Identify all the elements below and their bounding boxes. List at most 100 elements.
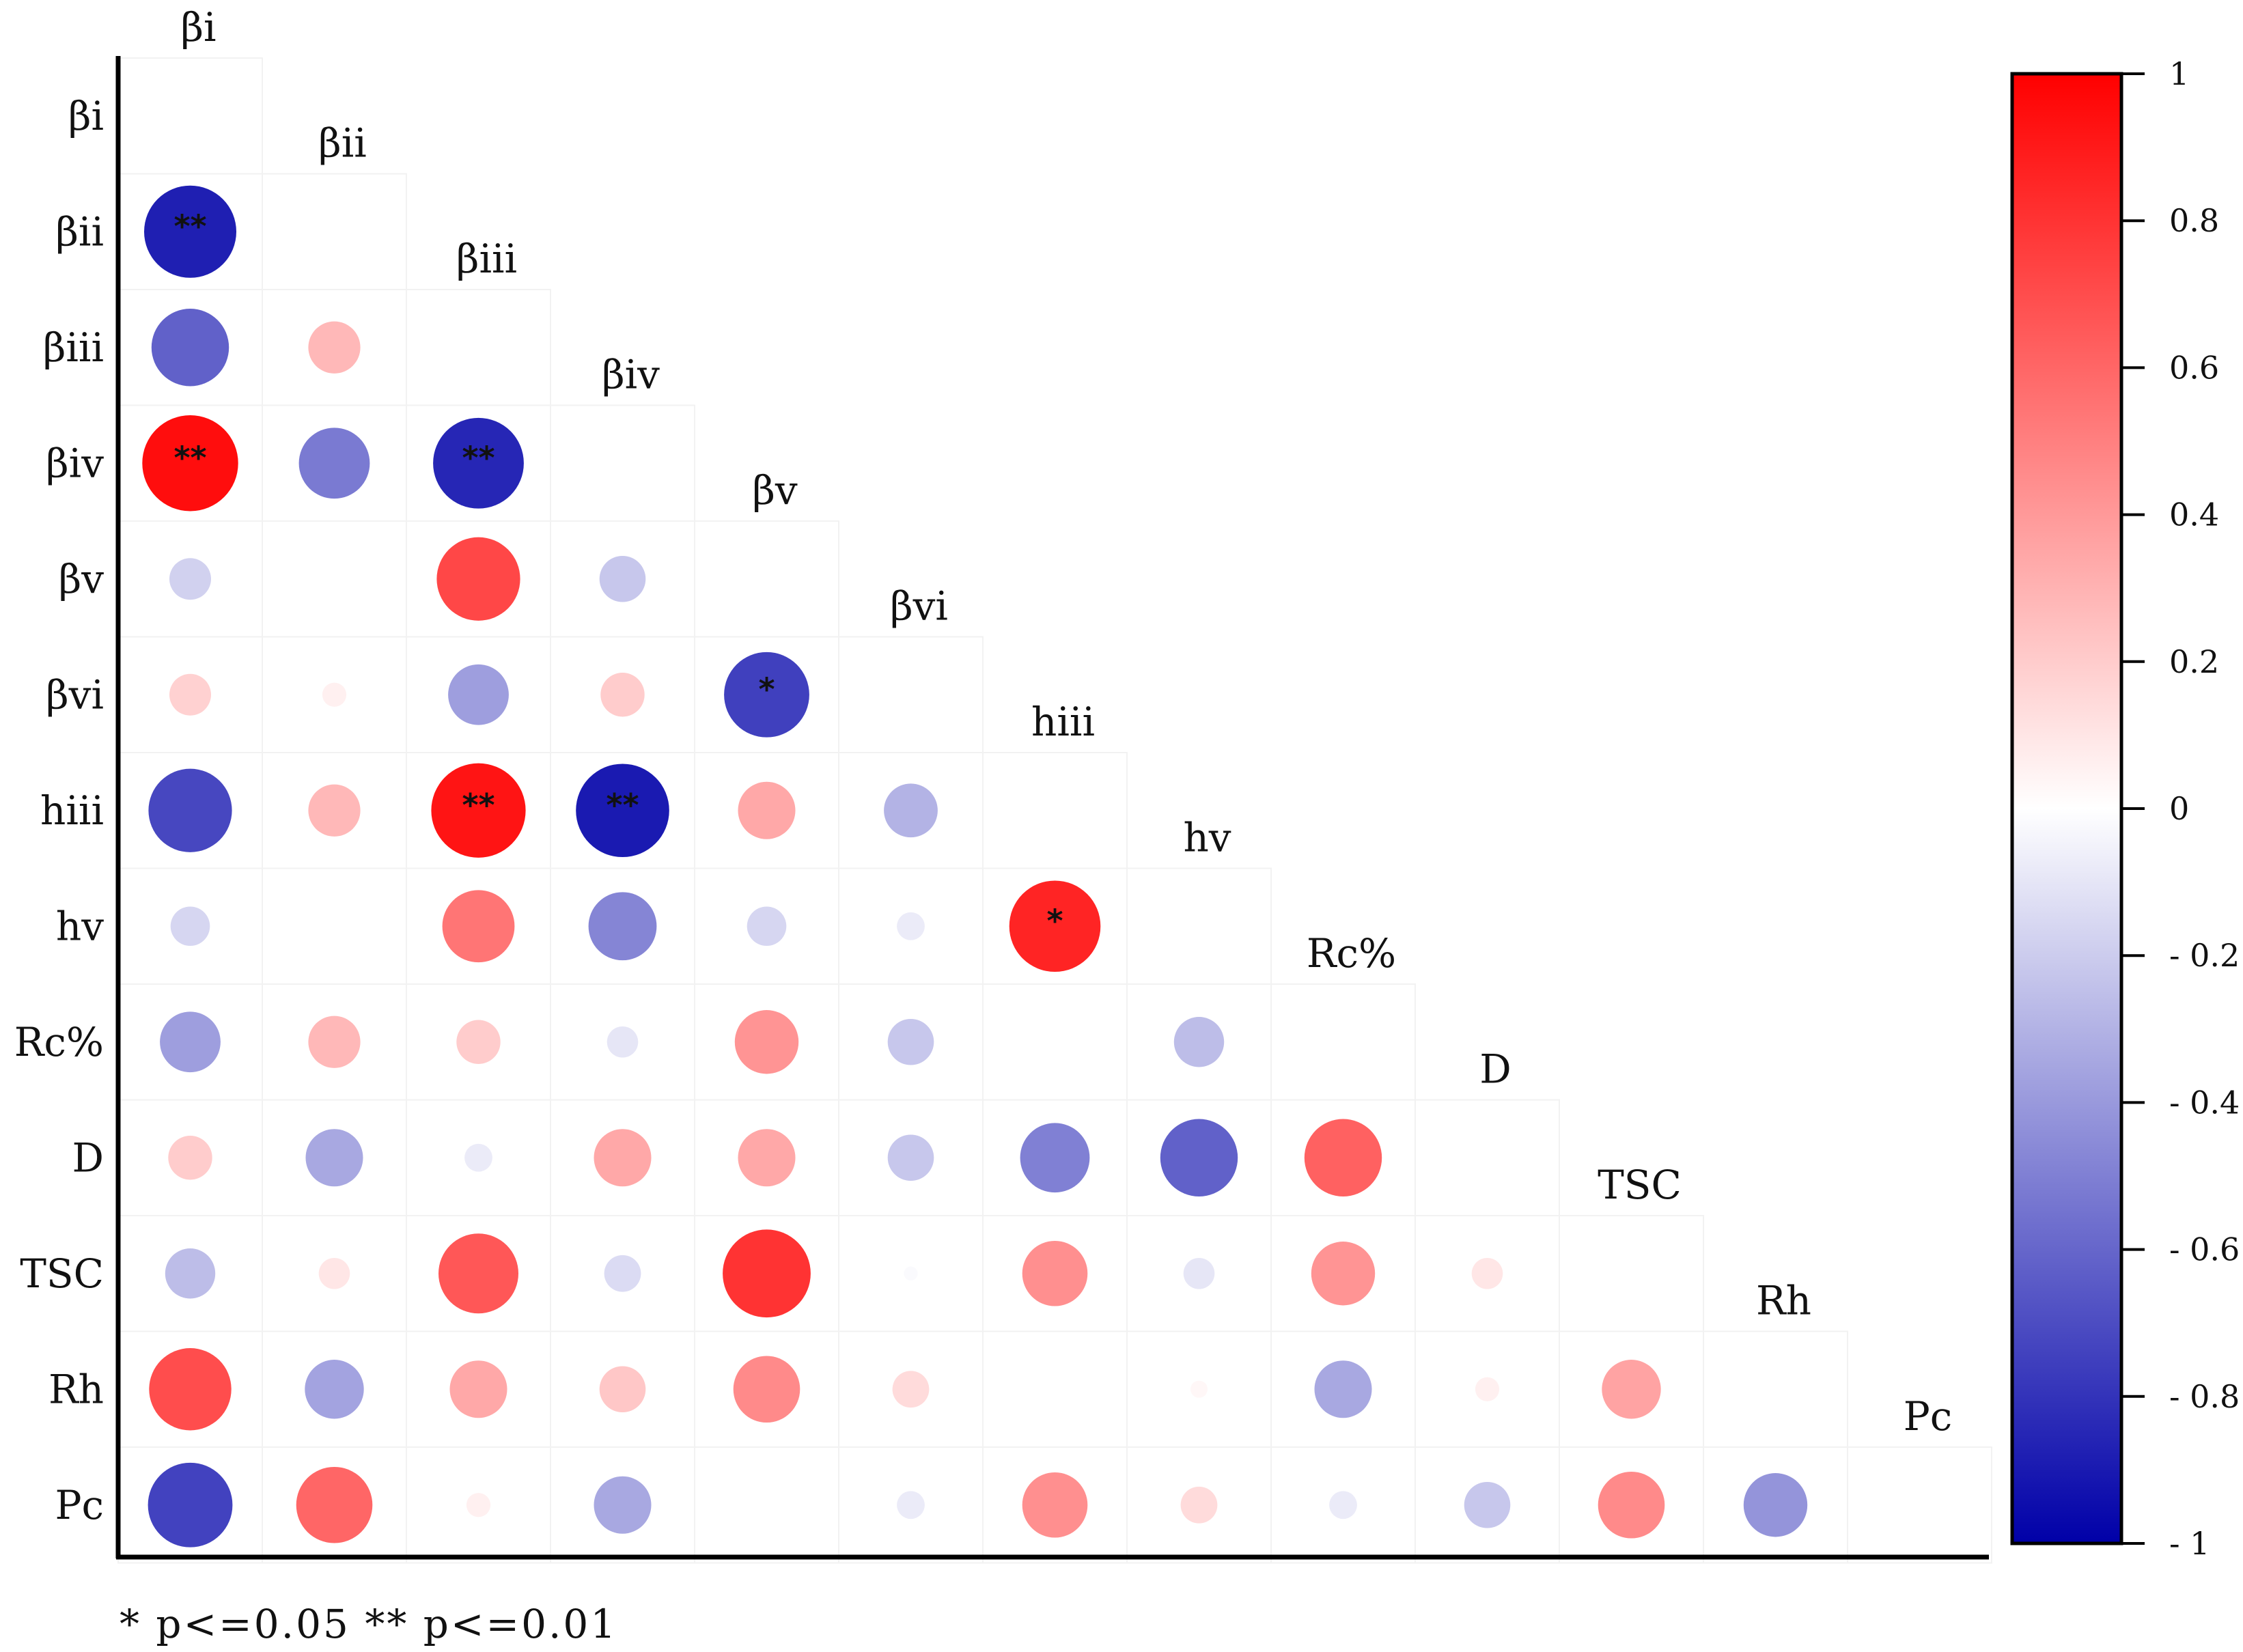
row-label: hv bbox=[56, 903, 104, 949]
corr-circle-Pc-hv bbox=[1180, 1486, 1218, 1524]
row-label: βv bbox=[59, 556, 105, 602]
corr-circle-Rc%-hv bbox=[1173, 1017, 1225, 1067]
corr-circle-hv-βi bbox=[170, 906, 210, 947]
colorbar-tick-label: - 0.2 bbox=[2169, 937, 2240, 974]
corr-circle-hv-βvi bbox=[897, 912, 925, 940]
row-label: D bbox=[72, 1134, 104, 1181]
row-label: βiv bbox=[46, 440, 104, 486]
corr-circle-Rh-βiv bbox=[599, 1366, 646, 1413]
corr-circle-βiv-βii bbox=[298, 428, 370, 499]
column-label: βvi bbox=[890, 583, 948, 630]
corr-circle-hiii-βvi bbox=[884, 783, 938, 838]
colorbar-tick-label: 0.4 bbox=[2169, 496, 2219, 533]
axes bbox=[115, 56, 1989, 1560]
column-label: βv bbox=[752, 467, 798, 514]
corr-circle-Rc%-βii bbox=[308, 1016, 361, 1068]
grid-cell bbox=[262, 173, 407, 290]
grid-cell bbox=[117, 57, 263, 175]
colorbar-tick-label: 0.6 bbox=[2169, 349, 2219, 386]
corr-circle-TSC-βvi bbox=[904, 1266, 918, 1280]
corr-circle-βvi-βv bbox=[724, 652, 809, 738]
colorbar-tick-label: 1 bbox=[2169, 55, 2189, 92]
corr-circle-βiii-βi bbox=[151, 309, 229, 387]
grid-cell bbox=[1270, 983, 1416, 1101]
grid-cell bbox=[694, 1446, 839, 1564]
significance-mark: ** bbox=[606, 787, 639, 824]
grid-cell bbox=[262, 867, 407, 985]
grid-cell bbox=[1126, 867, 1272, 985]
grid-cell bbox=[982, 983, 1128, 1101]
corr-circle-hv-βiv bbox=[588, 892, 657, 961]
corr-circle-hv-βiii bbox=[442, 890, 515, 963]
corr-circle-hiii-βiii bbox=[431, 763, 526, 858]
column-label: Rh bbox=[1756, 1278, 1811, 1324]
corr-circle-Pc-βvi bbox=[897, 1491, 925, 1520]
grid-cell bbox=[982, 1330, 1128, 1448]
grid-cell bbox=[982, 752, 1128, 869]
corr-circle-Pc-βiv bbox=[594, 1476, 652, 1534]
grid-cell bbox=[694, 520, 839, 638]
corr-circle-βiv-βiii bbox=[433, 417, 524, 509]
corr-circle-Pc-D bbox=[1464, 1481, 1511, 1528]
corr-circle-D-βi bbox=[168, 1136, 212, 1180]
corr-circle-Pc-hiii bbox=[1022, 1472, 1088, 1538]
significance-mark: ** bbox=[173, 208, 206, 244]
corr-circle-Pc-βi bbox=[148, 1462, 233, 1548]
corr-circle-TSC-hv bbox=[1183, 1257, 1215, 1289]
corr-circle-Rc%-βiv bbox=[607, 1026, 639, 1058]
significance-mark: * bbox=[758, 671, 775, 708]
corr-circle-D-Rc% bbox=[1304, 1119, 1382, 1196]
corr-circle-hv-hiii bbox=[1009, 880, 1101, 972]
corr-circle-Rc%-βi bbox=[160, 1011, 221, 1073]
row-label: Pc bbox=[55, 1482, 104, 1528]
colorbar-tick-label: - 1 bbox=[2169, 1525, 2210, 1562]
column-label: Rc% bbox=[1307, 930, 1396, 977]
colorbar-tick-label: 0 bbox=[2169, 790, 2189, 827]
colorbar-tick-label: - 0.8 bbox=[2169, 1378, 2240, 1415]
grid-cell bbox=[1703, 1330, 1848, 1448]
column-label: βiv bbox=[602, 352, 660, 398]
axis-labels: βi βii βiii βiv βv βvi hiii hv Rc% D TSC Rh Pc βi βii β… bbox=[14, 4, 1953, 1528]
corr-circle-D-βii bbox=[305, 1129, 363, 1187]
corr-circle-TSC-βiii bbox=[438, 1233, 518, 1314]
grid-cell bbox=[406, 289, 551, 406]
row-label: βi bbox=[68, 93, 104, 139]
corr-circle-D-hiii bbox=[1020, 1123, 1090, 1193]
colorbar-tick-label: 0.8 bbox=[2169, 202, 2219, 239]
corr-circle-D-hv bbox=[1160, 1119, 1238, 1196]
row-label: βvi bbox=[46, 671, 104, 718]
corr-circle-Pc-βiii bbox=[466, 1493, 491, 1517]
corr-circle-Rh-βiii bbox=[449, 1360, 507, 1418]
colorbar-tick-label: - 0.6 bbox=[2169, 1231, 2240, 1268]
corr-circle-βvi-βiii bbox=[448, 664, 509, 725]
row-label: Rc% bbox=[14, 1019, 104, 1065]
corr-circle-Rh-βv bbox=[733, 1356, 800, 1423]
significance-mark: * bbox=[1046, 902, 1063, 939]
corr-circle-hiii-βiv bbox=[576, 764, 669, 858]
colorbar-tick-label: 0.2 bbox=[2169, 643, 2219, 680]
corr-circle-D-βiv bbox=[594, 1129, 652, 1187]
column-label: hiii bbox=[1031, 699, 1095, 745]
corr-circle-βii-βi bbox=[144, 185, 236, 278]
corr-circle-TSC-βv bbox=[723, 1229, 811, 1318]
corr-circle-TSC-D bbox=[1471, 1257, 1503, 1289]
corr-circle-βv-βi bbox=[169, 558, 211, 600]
corr-circle-Pc-βii bbox=[296, 1466, 373, 1543]
corr-circle-Rh-D bbox=[1475, 1377, 1500, 1401]
column-label: D bbox=[1479, 1046, 1511, 1093]
corr-circle-Pc-Rc% bbox=[1329, 1491, 1357, 1520]
row-label: βiii bbox=[43, 324, 104, 371]
corr-circle-Rh-βi bbox=[149, 1348, 232, 1431]
corr-circle-Rc%-βvi bbox=[887, 1018, 934, 1065]
grid-cell bbox=[838, 636, 984, 753]
correlation-circles: **** ***** *** bbox=[142, 185, 1808, 1548]
corr-circle-Pc-Rh bbox=[1743, 1473, 1808, 1537]
column-label: TSC bbox=[1598, 1162, 1682, 1208]
row-label: TSC bbox=[20, 1250, 104, 1297]
corr-circle-hiii-βi bbox=[148, 768, 232, 852]
corr-circle-hiii-βii bbox=[308, 784, 361, 837]
corr-circle-TSC-βi bbox=[165, 1248, 216, 1299]
colorbar-gradient bbox=[2010, 72, 2123, 1545]
corr-circle-Rh-hv bbox=[1190, 1380, 1208, 1398]
